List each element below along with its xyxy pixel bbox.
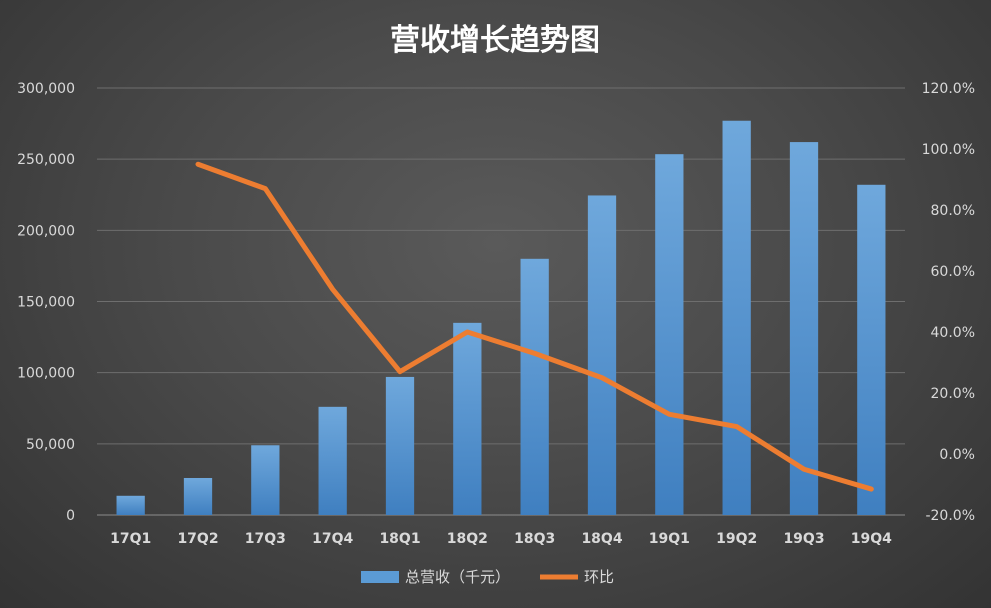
y-left-tick-label: 50,000 bbox=[26, 437, 75, 453]
y-right-tick-label: -20.0% bbox=[925, 508, 975, 524]
bar-19Q3 bbox=[789, 142, 819, 515]
bar-17Q4 bbox=[318, 406, 347, 515]
x-tick-label: 17Q2 bbox=[177, 531, 218, 547]
y-left-tick-label: 150,000 bbox=[17, 295, 75, 311]
y-right-tick-label: 120.0% bbox=[922, 81, 975, 97]
y-left-tick-label: 200,000 bbox=[17, 223, 75, 239]
bar-17Q3 bbox=[251, 445, 280, 515]
x-tick-label: 19Q2 bbox=[716, 531, 757, 547]
x-tick-label: 18Q4 bbox=[581, 531, 622, 547]
x-axis: 17Q1 17Q2 17Q3 17Q4 18Q1 18Q2 18Q3 18Q4 19Q1 19Q2… bbox=[110, 531, 892, 547]
x-tick-label: 17Q4 bbox=[312, 531, 353, 547]
x-tick-label: 18Q2 bbox=[447, 531, 488, 547]
chart-title: 营收增长趋势图 bbox=[390, 23, 600, 58]
bar-18Q4 bbox=[587, 195, 617, 515]
y-axis-right: -20.0% 0.0% 20.0% 40.0% 60.0% 80.0% 100.0% 120.… bbox=[922, 81, 975, 524]
y-left-tick-label: 0 bbox=[66, 508, 75, 524]
x-tick-label: 18Q1 bbox=[379, 531, 420, 547]
bar-18Q2 bbox=[453, 322, 482, 515]
bar-series bbox=[116, 120, 886, 515]
x-tick-label: 17Q3 bbox=[245, 531, 286, 547]
bar-19Q4 bbox=[857, 184, 886, 515]
legend-line-label: 环比 bbox=[584, 568, 614, 586]
y-right-tick-label: 80.0% bbox=[931, 203, 975, 219]
y-left-tick-label: 100,000 bbox=[17, 366, 75, 382]
line-series bbox=[195, 161, 874, 492]
x-tick-label: 18Q3 bbox=[514, 531, 555, 547]
x-tick-label: 19Q1 bbox=[649, 531, 690, 547]
x-tick-label: 17Q1 bbox=[110, 531, 151, 547]
bar-19Q2 bbox=[722, 120, 751, 515]
legend-bar-swatch bbox=[361, 571, 399, 583]
y-right-tick-label: 0.0% bbox=[939, 447, 975, 463]
x-tick-label: 19Q3 bbox=[783, 531, 824, 547]
y-right-tick-label: 40.0% bbox=[931, 325, 975, 341]
y-right-tick-label: 60.0% bbox=[931, 264, 975, 280]
y-right-tick-label: 20.0% bbox=[931, 386, 975, 402]
legend: 总营收（千元） 环比 bbox=[361, 568, 614, 586]
bar-17Q1 bbox=[116, 495, 145, 515]
x-tick-label: 19Q4 bbox=[851, 531, 892, 547]
bar-17Q2 bbox=[183, 477, 213, 515]
y-left-tick-label: 300,000 bbox=[17, 81, 75, 97]
bar-18Q1 bbox=[385, 376, 415, 515]
bar-18Q3 bbox=[520, 258, 549, 515]
bar-19Q1 bbox=[655, 154, 684, 515]
y-right-tick-label: 100.0% bbox=[922, 142, 975, 158]
gridlines bbox=[97, 87, 905, 516]
y-axis-left: 0 50,000 100,000 150,000 200,000 250,000 300,0… bbox=[17, 81, 75, 524]
y-left-tick-label: 250,000 bbox=[17, 152, 75, 168]
legend-bar-label: 总营收（千元） bbox=[405, 568, 510, 586]
